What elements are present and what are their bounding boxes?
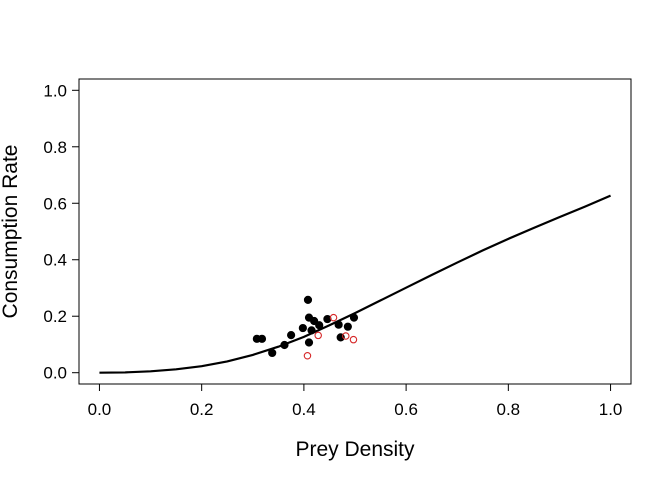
filled-data-point: [304, 338, 314, 347]
filled-data-point: [280, 340, 289, 350]
filled-data-point: [268, 348, 277, 358]
filled-data-point: [334, 320, 343, 329]
filled-data-point: [315, 321, 324, 330]
x-axis-title: Prey Density: [295, 438, 415, 461]
filled-data-point: [349, 313, 359, 322]
points-layer: [252, 295, 359, 360]
y-tick-label: 0.0: [43, 364, 67, 383]
filled-data-point: [287, 331, 296, 340]
y-tick-label: 0.6: [43, 194, 67, 213]
open-data-point: [342, 332, 350, 340]
filled-data-point: [257, 334, 267, 343]
filled-data-point: [323, 314, 332, 324]
y-tick-label: 0.8: [43, 138, 67, 157]
y-tick-label: 1.0: [43, 81, 67, 100]
open-data-point: [349, 335, 358, 344]
open-data-point: [303, 352, 312, 360]
filled-data-point: [298, 323, 307, 333]
y-tick-label: 0.2: [43, 307, 67, 326]
filled-data-point: [310, 316, 319, 326]
x-tick-label: 0.2: [190, 400, 214, 419]
filled-data-point: [303, 295, 313, 304]
fit-line-layer: [99, 194, 611, 374]
y-tick-label: 0.4: [43, 251, 67, 270]
y-axis: 0.0 0.2 0.4 0.6 0.8 1.0: [43, 81, 80, 383]
x-tick-label: 0.8: [497, 400, 521, 419]
y-axis-title: Consumption Rate: [0, 145, 22, 319]
filled-data-point: [343, 322, 352, 331]
x-axis: 0.0 0.2 0.4 0.6 0.8 1.0: [88, 383, 623, 419]
x-tick-label: 0.0: [88, 400, 112, 419]
x-tick-label: 0.4: [292, 400, 316, 419]
x-tick-label: 0.6: [394, 400, 418, 419]
filled-data-point: [307, 326, 316, 335]
x-tick-label: 1.0: [599, 400, 623, 419]
open-data-point: [314, 331, 322, 340]
open-data-point: [329, 313, 338, 322]
fit-curve: [99, 194, 611, 374]
plot-frame: [78, 78, 632, 385]
